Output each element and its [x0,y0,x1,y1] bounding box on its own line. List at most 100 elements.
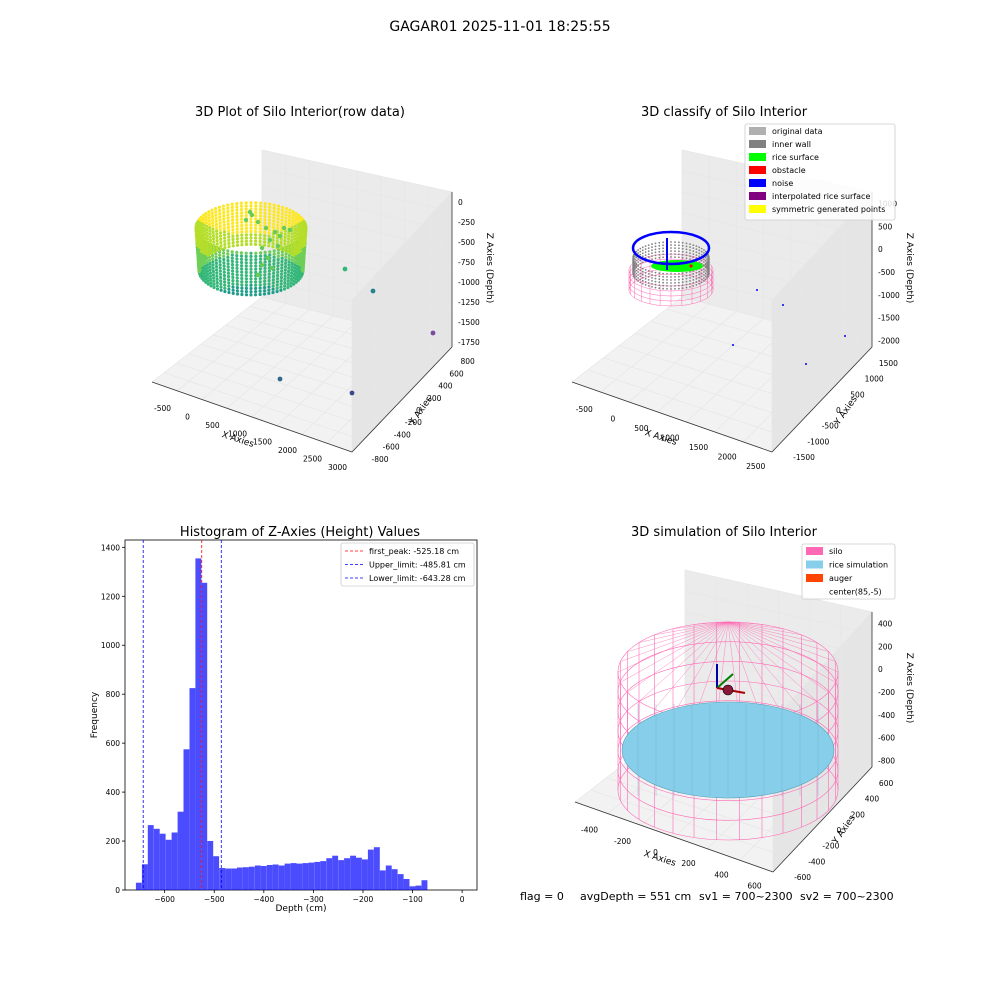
point [206,279,210,283]
point [202,223,206,227]
point [255,272,261,278]
point [199,215,203,219]
point [276,257,280,262]
point [259,245,265,251]
point [280,205,285,209]
inner-wall-point [632,261,635,264]
point [231,285,235,289]
point [287,227,293,233]
point [230,202,234,206]
z-tick-label: -400 [878,711,895,720]
inner-wall-point [651,258,653,260]
point [205,237,209,241]
legend-label: first_peak: -525.18 cm [369,547,459,556]
point [283,284,287,288]
point [219,244,223,248]
point [258,257,263,261]
point [279,275,283,280]
inner-wall-point [674,241,676,244]
point [293,224,297,228]
point [284,213,288,217]
z-tick-label: -750 [458,258,475,267]
legend-label: center(85,-5) [829,588,882,597]
point [258,233,262,237]
histogram-ylabel: Frequency [90,691,100,738]
point [218,218,222,222]
inner-wall-point [658,272,661,275]
point [290,238,294,243]
legend-swatch [749,205,766,213]
histogram-bar [243,867,249,890]
point [227,232,231,236]
point [287,263,291,267]
point [212,246,216,251]
noise-point [732,344,734,346]
point [222,230,226,234]
point [215,239,219,243]
point [249,274,253,278]
y-tick-label: 1400 [101,543,120,552]
point [294,280,298,284]
point [263,237,267,241]
point [287,221,291,225]
z-tick-label: -2000 [878,337,900,346]
inner-wall-point [654,271,657,274]
point [202,220,206,224]
point [222,270,226,274]
histogram-bar [320,861,327,890]
point [297,213,301,217]
point [231,275,235,279]
point [215,248,220,252]
point [201,247,205,251]
point [291,216,295,220]
point [267,263,272,267]
histogram-bar [201,582,208,890]
inner-wall-point [700,275,703,278]
point [276,204,281,208]
inner-wall-point [647,276,650,278]
inner-wall-point [644,281,647,283]
point [279,285,283,289]
point [219,279,223,283]
inner-wall-point [651,249,653,252]
point [222,220,226,224]
y-tick-label: -500 [822,422,839,431]
inner-wall-point [695,272,698,274]
footer-sv1: sv1 = 700~2300 [699,890,793,903]
point [280,221,284,225]
point [259,262,265,268]
point [244,223,248,227]
point [231,269,235,273]
point [289,281,293,285]
point [231,218,235,222]
point [205,260,209,264]
z-tick-label: -250 [458,218,475,227]
point [295,236,299,240]
inner-wall-point [662,284,664,287]
point [254,286,258,290]
point [292,253,296,257]
inner-wall-point [689,255,691,257]
inner-wall-point [704,259,707,262]
point [235,218,239,222]
inner-wall-point [704,272,707,275]
inner-wall-point [641,279,644,282]
inner-wall-point [641,261,644,264]
point [271,245,275,249]
histogram-bar [379,870,386,890]
point [275,277,280,281]
point [249,293,253,297]
point [289,274,293,278]
point [208,271,212,275]
silo-roof [627,621,729,693]
inner-wall-point [707,270,710,273]
inner-wall-point [658,256,661,259]
point [240,236,244,240]
inner-wall-point [685,257,688,260]
point [279,282,283,286]
inner-wall-point [700,281,703,284]
point [258,267,262,271]
inner-wall-point [641,255,644,258]
point [231,228,235,232]
point [254,264,258,268]
